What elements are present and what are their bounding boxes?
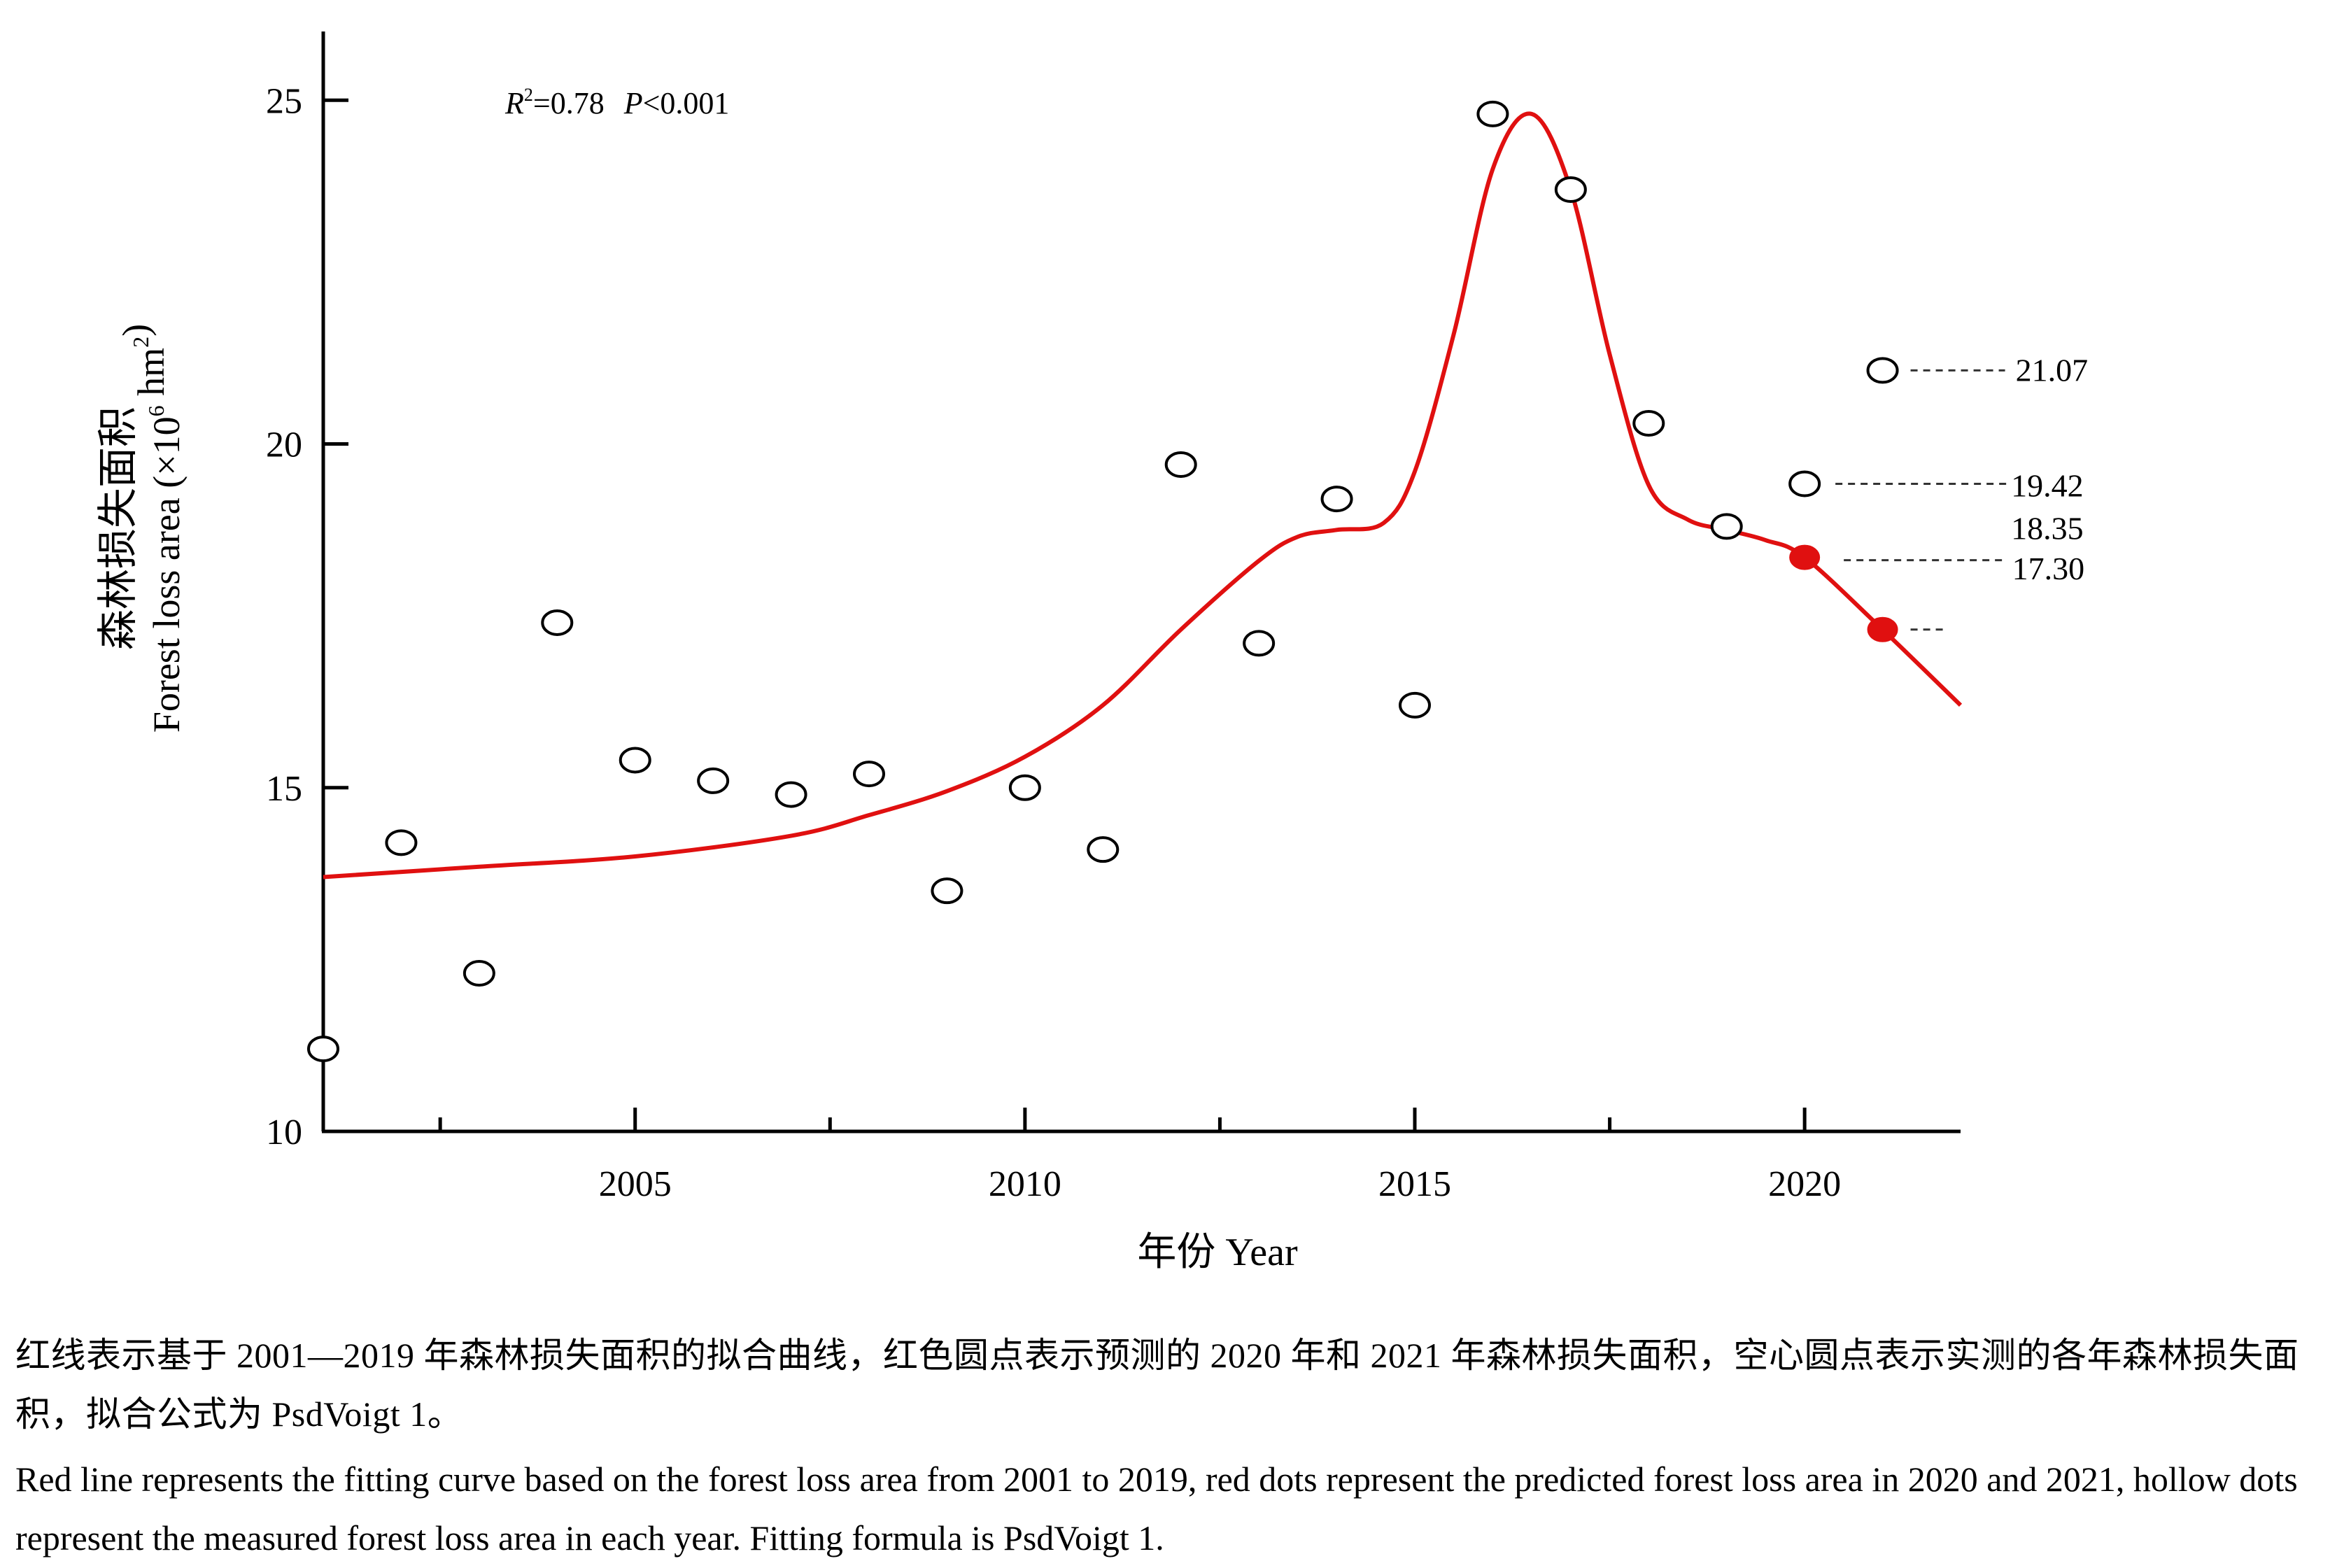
annotation-text: R2=0.78 P<0.001 xyxy=(504,85,729,120)
measured-point xyxy=(1008,774,1041,801)
predicted-point xyxy=(1789,544,1821,570)
figure-caption-en: Red line represents the fitting curve ba… xyxy=(15,1460,2298,1558)
measured-point xyxy=(1476,100,1509,127)
measured-point xyxy=(853,761,885,788)
x-tick-label: 2020 xyxy=(1768,1164,1841,1204)
value-label: 21.07 xyxy=(2016,352,2089,388)
y-axis-label-en: Forest loss area (×106 hm2) xyxy=(115,324,188,733)
measured-point xyxy=(1632,410,1665,437)
fitting-curve-line xyxy=(323,111,1963,880)
value-label: 19.42 xyxy=(2011,467,2084,503)
measured-point xyxy=(931,877,963,905)
y-tick-label: 25 xyxy=(266,81,302,121)
measured-point xyxy=(307,1036,339,1063)
measured-point xyxy=(1710,513,1743,540)
x-tick-label: 2005 xyxy=(599,1164,672,1204)
y-axis-label-en-group: Forest loss area (×106 hm2) xyxy=(115,324,188,733)
y-axis-label-cn: 森林损失面积 xyxy=(95,407,141,650)
y-axis-label-group: 森林损失面积 xyxy=(95,407,141,650)
predicted-point xyxy=(1867,616,1898,642)
measured-point xyxy=(1164,451,1197,478)
measured-point xyxy=(697,767,730,794)
x-tick-label: 2010 xyxy=(989,1164,1061,1204)
measured-point xyxy=(1320,486,1353,513)
forest-loss-chart: 21.07 19.42 18.35 17.30 R2=0.78 P<0.001 年份 Y… xyxy=(95,31,2089,1274)
data-point-layer xyxy=(307,100,1899,1063)
measured-point xyxy=(775,781,807,808)
x-tick-label: 2015 xyxy=(1378,1164,1451,1204)
measured-point xyxy=(1866,357,1899,384)
value-label-layer: 21.07 19.42 18.35 17.30 xyxy=(1835,352,2089,631)
measured-point xyxy=(385,829,418,856)
fitting-curve-layer xyxy=(323,111,1963,880)
measured-point xyxy=(1554,176,1587,203)
value-label: 18.35 xyxy=(2011,511,2084,546)
axis-text-layer: R2=0.78 P<0.001 年份 Year 森林损失面积 Forest los… xyxy=(95,81,1841,1274)
axes-layer xyxy=(321,31,1961,1133)
measured-point xyxy=(1243,630,1276,657)
measured-point xyxy=(1788,470,1821,497)
measured-point xyxy=(541,609,574,636)
figure-caption-cn: 红线表示基于 2001—2019 年森林损失面积的拟合曲线，红色圆点表示预测的 … xyxy=(15,1336,2299,1434)
x-axis-label: 年份 Year xyxy=(1137,1231,1298,1274)
value-label: 17.30 xyxy=(2012,551,2085,586)
measured-point xyxy=(619,747,651,774)
plot-background xyxy=(323,31,1961,1131)
measured-point xyxy=(463,960,495,987)
measured-point xyxy=(1399,691,1431,719)
y-tick-label: 20 xyxy=(266,425,302,465)
y-tick-label: 10 xyxy=(266,1113,302,1152)
y-tick-label: 15 xyxy=(266,769,302,809)
measured-point xyxy=(1087,836,1120,863)
